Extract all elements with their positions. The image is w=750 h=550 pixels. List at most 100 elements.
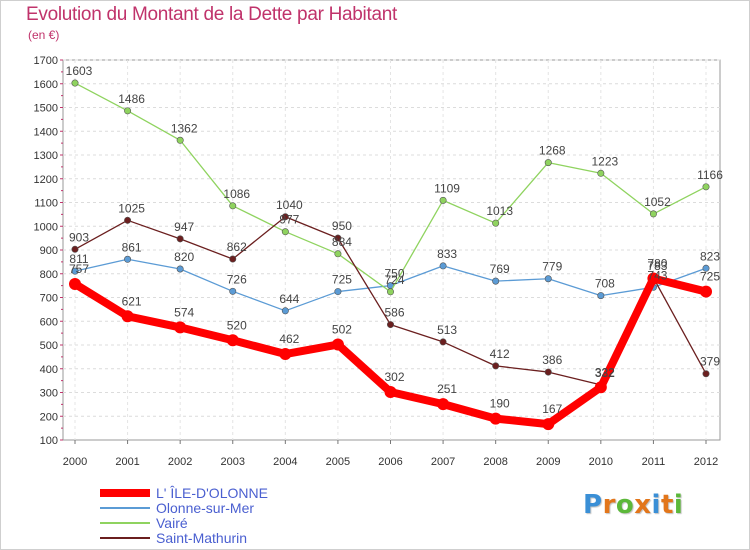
y-tick-label: 600 (40, 316, 58, 328)
data-label: 1025 (118, 201, 145, 215)
data-point (334, 234, 342, 242)
data-point (597, 292, 605, 300)
legend-swatch (100, 537, 150, 539)
legend-label: Olonne-sur-Mer (156, 500, 255, 516)
data-label: 950 (332, 219, 352, 233)
x-tick-label: 2006 (378, 456, 402, 468)
y-tick-label: 900 (40, 245, 58, 257)
data-point (594, 381, 607, 394)
data-point (489, 412, 502, 425)
x-tick-label: 2003 (221, 456, 245, 468)
x-tick-label: 2012 (694, 456, 718, 468)
data-label: 769 (490, 262, 510, 276)
data-point (542, 418, 555, 431)
data-point (439, 196, 447, 204)
data-point (281, 307, 289, 315)
data-label: 379 (700, 355, 720, 369)
data-point (71, 245, 79, 253)
logo-letter: P (583, 490, 603, 520)
x-tick-label: 2009 (536, 456, 560, 468)
data-label: 1086 (223, 187, 250, 201)
data-point (437, 398, 450, 411)
data-point (386, 321, 394, 329)
data-point (281, 228, 289, 236)
proxiti-logo: Proxiti (583, 490, 683, 520)
data-label: 1362 (171, 121, 198, 135)
data-label: 1109 (434, 181, 460, 195)
data-point (176, 136, 184, 144)
data-label: 644 (279, 292, 299, 306)
data-label: 1268 (539, 144, 566, 158)
data-label: 386 (542, 353, 562, 367)
data-point (544, 275, 552, 283)
y-tick-label: 1700 (34, 55, 58, 67)
data-label: 725 (700, 270, 720, 284)
y-tick-label: 200 (40, 411, 58, 423)
y-tick-label: 1500 (34, 103, 58, 115)
logo-letter: t (660, 490, 674, 520)
data-label: 502 (332, 323, 352, 337)
data-point (124, 107, 132, 115)
data-point (124, 216, 132, 224)
logo-letter: i (673, 490, 684, 520)
logo-letter: r (602, 490, 616, 520)
data-label: 462 (279, 332, 299, 346)
data-label: 1223 (591, 154, 618, 168)
data-label: 621 (122, 294, 142, 308)
data-label: 1166 (697, 168, 723, 182)
data-point (176, 235, 184, 243)
data-label: 167 (542, 402, 562, 416)
data-label: 302 (384, 370, 404, 384)
data-label: 1013 (486, 204, 513, 218)
data-point (334, 250, 342, 258)
y-tick-label: 100 (40, 435, 58, 447)
data-label: 574 (174, 305, 194, 319)
data-point (439, 262, 447, 270)
legend-swatch (100, 522, 150, 524)
data-label: 708 (595, 277, 615, 291)
y-tick-label: 1300 (34, 150, 58, 162)
y-tick-label: 400 (40, 364, 58, 376)
x-tick-label: 2002 (168, 456, 192, 468)
data-label: 1486 (118, 92, 145, 106)
data-label: 322 (595, 365, 615, 379)
data-point (281, 213, 289, 221)
data-point (226, 334, 239, 347)
series-lines (69, 79, 712, 431)
legend-swatch (100, 489, 150, 497)
data-point (492, 219, 500, 227)
data-label: 726 (227, 272, 247, 286)
logo-letter: i (651, 490, 661, 520)
logo-letter: o (615, 490, 635, 520)
x-tick-label: 2011 (642, 456, 666, 468)
data-point (229, 287, 237, 295)
y-tick-label: 1600 (34, 79, 58, 91)
data-label: 1603 (66, 64, 93, 78)
x-tick-label: 2000 (63, 456, 87, 468)
data-label: 833 (437, 247, 457, 261)
data-label: 823 (700, 249, 720, 263)
x-tick-label: 2008 (483, 456, 507, 468)
data-point (69, 277, 81, 290)
data-point (121, 310, 134, 323)
data-label: 586 (384, 306, 404, 320)
y-tick-label: 700 (40, 293, 58, 305)
legend-item: Vairé (100, 516, 360, 531)
data-point (702, 183, 710, 191)
data-label: 820 (174, 250, 194, 264)
data-label: 725 (332, 273, 352, 287)
data-label: 862 (227, 240, 247, 254)
legend-swatch (100, 507, 150, 509)
data-label: 1040 (276, 198, 303, 212)
data-point (279, 348, 292, 361)
data-label: 412 (490, 347, 510, 361)
data-point (71, 267, 79, 275)
data-point (71, 79, 79, 87)
data-point (176, 265, 184, 273)
data-label: 779 (542, 260, 562, 274)
legend-item: Olonne-sur-Mer (100, 501, 360, 516)
data-label: 251 (437, 382, 457, 396)
data-label: 780 (647, 257, 667, 271)
data-point (702, 264, 710, 272)
